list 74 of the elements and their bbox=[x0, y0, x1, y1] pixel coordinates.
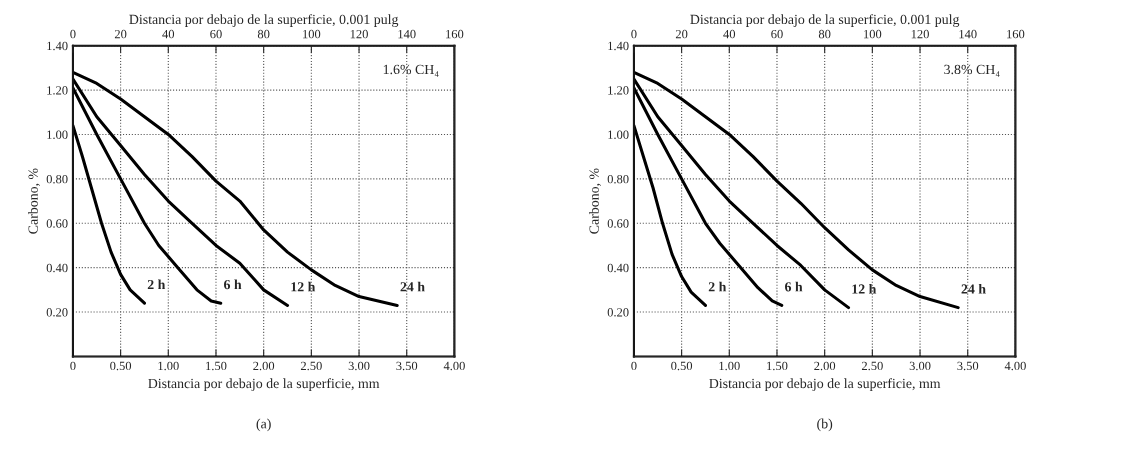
y-axis-title: Carbono, % bbox=[28, 168, 40, 234]
y-tick-label: 1.20 bbox=[47, 86, 68, 95]
x2-tick-label: 160 bbox=[1007, 29, 1025, 39]
x2-tick-label: 0 bbox=[631, 29, 637, 39]
x2-tick-label: 0 bbox=[70, 29, 76, 39]
line-series bbox=[72, 124, 146, 305]
x2-tick-label: 160 bbox=[446, 29, 464, 39]
x-axis-title: Distancia por debajo de la superficie, mm bbox=[148, 378, 380, 391]
y-tick-label: 1.40 bbox=[608, 41, 629, 51]
x2-tick-label: 80 bbox=[818, 29, 831, 39]
x-tick-label: 0 bbox=[631, 361, 637, 371]
series-label: 12 h bbox=[291, 281, 316, 292]
y-tick-label: 0.60 bbox=[607, 219, 629, 228]
x-tick-label: 2.50 bbox=[861, 361, 883, 371]
x2-tick-label: 120 bbox=[350, 29, 368, 39]
x2-tick-label: 100 bbox=[864, 29, 882, 39]
x2-axis-title: Distancia por debajo de la superficie, 0.001 pulg bbox=[129, 14, 399, 27]
text: (b) bbox=[817, 418, 833, 432]
x-tick-label: 4.00 bbox=[1004, 361, 1026, 371]
series-label: 6 h bbox=[785, 281, 803, 292]
y-tick-label: 0.60 bbox=[46, 219, 68, 228]
y-tick-label: 1.00 bbox=[608, 130, 629, 139]
line-series bbox=[72, 77, 290, 307]
x2-tick-label: 40 bbox=[723, 29, 736, 39]
x2-tick-label: 140 bbox=[398, 29, 416, 39]
x-tick-label: 3.00 bbox=[348, 361, 370, 371]
y-tick-label: 0.20 bbox=[46, 308, 68, 317]
x-tick-label: 1.50 bbox=[206, 361, 227, 371]
x2-tick-label: 100 bbox=[303, 29, 321, 39]
x-tick-label: 2.50 bbox=[300, 361, 322, 371]
x-tick-label: 0 bbox=[70, 361, 76, 371]
series-label: 2 h bbox=[147, 279, 166, 290]
y-axis-title: Carbono, % bbox=[589, 168, 601, 234]
x-tick-label: 0.50 bbox=[110, 361, 132, 371]
x2-tick-label: 40 bbox=[162, 29, 175, 39]
series-label: 24 h bbox=[961, 283, 986, 294]
series-label: 24 h bbox=[400, 281, 425, 292]
line-series bbox=[633, 77, 851, 310]
x2-tick-label: 60 bbox=[771, 29, 783, 39]
y-tick-label: 0.40 bbox=[607, 263, 629, 273]
y-tick-label: 1.20 bbox=[608, 86, 629, 95]
x-axis-title: Distancia por debajo de la superficie, mm bbox=[709, 378, 941, 391]
x-tick-label: 2.00 bbox=[253, 361, 275, 371]
x-tick-label: 1.00 bbox=[719, 361, 740, 371]
line-series bbox=[72, 86, 223, 305]
line-series bbox=[633, 86, 784, 307]
x2-axis-title: Distancia por debajo de la superficie, 0.001 pulg bbox=[690, 14, 960, 27]
series-label: 12 h bbox=[852, 283, 877, 294]
text: (a) bbox=[256, 418, 271, 432]
x2-tick-label: 120 bbox=[911, 29, 929, 39]
y-tick-label: 1.00 bbox=[47, 130, 68, 139]
x-tick-label: 1.50 bbox=[767, 361, 788, 371]
x2-tick-label: 80 bbox=[257, 29, 270, 39]
series-label: 6 h bbox=[224, 279, 242, 290]
line-series bbox=[633, 124, 707, 307]
x2-tick-label: 20 bbox=[114, 29, 127, 39]
x-tick-label: 0.50 bbox=[671, 361, 693, 371]
x2-tick-label: 60 bbox=[210, 29, 222, 39]
x-tick-label: 3.00 bbox=[909, 361, 931, 371]
x-tick-label: 1.00 bbox=[158, 361, 179, 371]
y-tick-label: 0.80 bbox=[607, 174, 629, 184]
annotation: 1.6% CH₄ bbox=[383, 64, 439, 77]
x-tick-label: 3.50 bbox=[396, 361, 418, 371]
y-tick-label: 1.40 bbox=[47, 41, 68, 51]
annotation: 3.8% CH₄ bbox=[944, 64, 1000, 77]
series-label: 2 h bbox=[708, 281, 727, 292]
x-tick-label: 2.00 bbox=[814, 361, 836, 371]
x2-tick-label: 20 bbox=[675, 29, 688, 39]
y-tick-label: 0.40 bbox=[46, 263, 68, 273]
y-tick-label: 0.80 bbox=[46, 174, 68, 184]
y-tick-label: 0.20 bbox=[607, 308, 629, 317]
x-tick-label: 4.00 bbox=[443, 361, 465, 371]
x2-tick-label: 140 bbox=[959, 29, 977, 39]
x-tick-label: 3.50 bbox=[957, 361, 979, 371]
